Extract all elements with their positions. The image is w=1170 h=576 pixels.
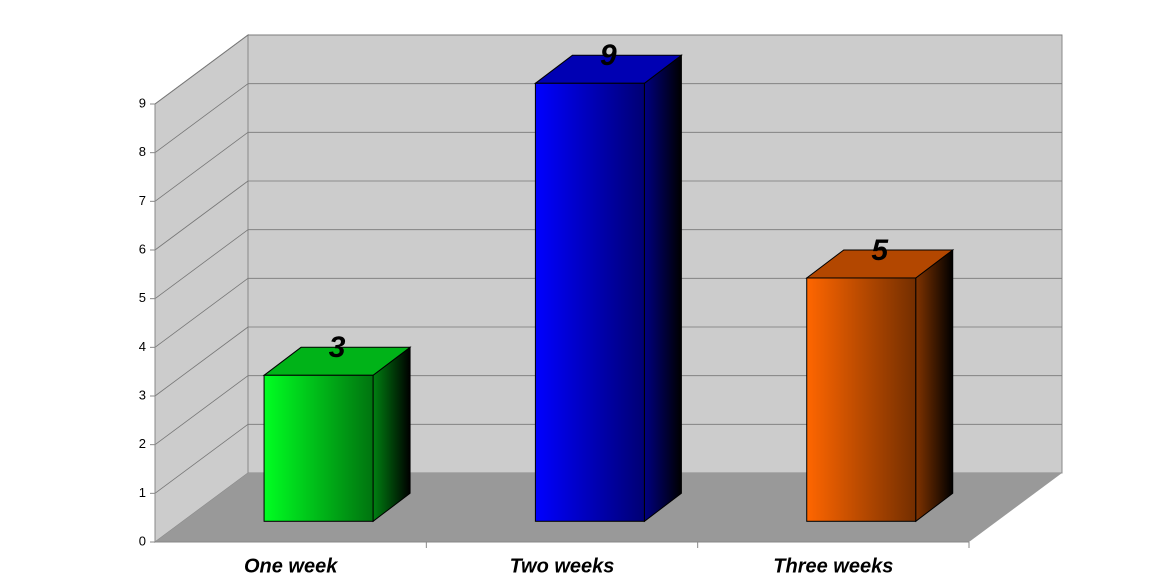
- grid-line: [154, 132, 249, 202]
- bar: [806, 277, 917, 522]
- data-label: 9: [600, 39, 617, 72]
- grid-line: [154, 424, 249, 494]
- bar: [263, 374, 374, 522]
- bar: [534, 82, 645, 522]
- grid-line: [154, 375, 249, 445]
- x-tick-label: Two weeks: [510, 555, 615, 576]
- y-tick-label: 3: [139, 387, 146, 402]
- grid-line: [154, 83, 249, 153]
- grid-line: [154, 34, 249, 105]
- y-tick-label: 2: [139, 436, 146, 451]
- y-tick-label: 8: [139, 144, 146, 159]
- grid-line: [154, 278, 249, 348]
- bar-side: [372, 346, 411, 523]
- data-label: 3: [329, 331, 346, 364]
- data-label: 5: [871, 234, 889, 267]
- x-tick-label: Three weeks: [773, 555, 893, 576]
- bar-side: [915, 248, 954, 523]
- bar-side: [643, 54, 682, 523]
- y-tick-label: 1: [139, 485, 146, 500]
- y-tick-label: 0: [139, 533, 146, 548]
- grid-line: [154, 180, 249, 251]
- x-tick-label: One week: [244, 555, 338, 576]
- y-tick-label: 9: [139, 95, 146, 110]
- y-tick-label: 7: [139, 193, 146, 208]
- grid-line: [154, 229, 249, 299]
- y-tick-label: 6: [139, 241, 146, 256]
- y-tick-label: 5: [139, 290, 146, 305]
- y-tick-label: 4: [139, 339, 146, 354]
- grid-line: [154, 326, 249, 397]
